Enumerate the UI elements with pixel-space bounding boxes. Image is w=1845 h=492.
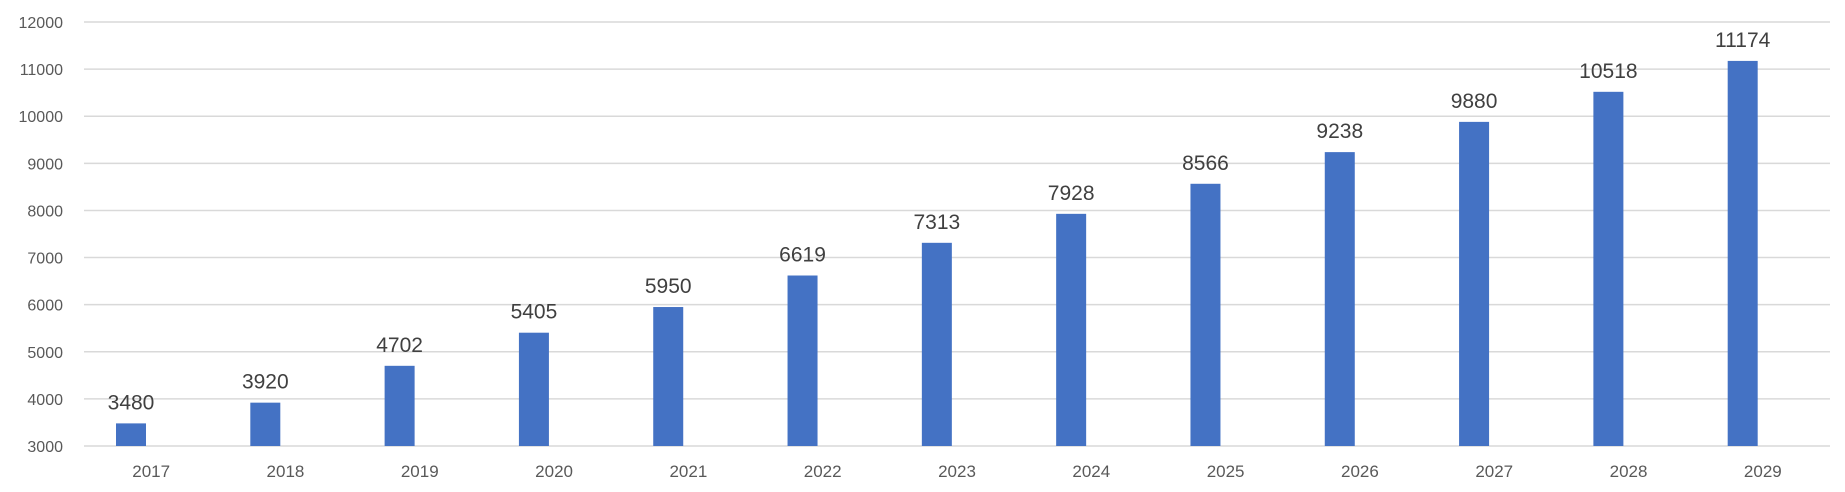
x-tick-label: 2026 [1341,462,1379,481]
bar [518,332,549,446]
data-label: 7313 [913,211,960,234]
y-tick-label: 10000 [19,109,64,126]
data-label: 6619 [779,244,826,267]
bar [653,307,684,446]
x-tick-label: 2028 [1610,462,1648,481]
bar [1190,183,1221,447]
x-tick-label: 2021 [669,462,707,481]
x-axis-ticks: 2017 2018 2019 2020 2021 2022 2023 2024 2025 2026… [132,462,1782,481]
y-tick-label: 4000 [27,392,63,409]
data-label: 7928 [1048,182,1095,205]
y-tick-label: 7000 [27,251,63,268]
gridlines [84,21,1830,447]
x-tick-label: 2020 [535,462,573,481]
data-label: 8566 [1182,152,1229,175]
bar [1727,60,1758,446]
y-tick-label: 6000 [27,298,63,315]
bar [1593,91,1624,446]
data-label: 3920 [242,371,289,394]
x-tick-label: 2019 [401,462,439,481]
bar [1056,213,1087,446]
bars [116,60,1758,447]
data-label: 9880 [1451,90,1498,113]
y-tick-label: 8000 [27,203,63,220]
bar [116,423,146,446]
data-label: 5950 [645,275,692,298]
data-label: 9238 [1316,120,1363,143]
data-label: 5405 [511,301,558,324]
data-label: 10518 [1579,60,1637,83]
x-tick-label: 2017 [132,462,170,481]
y-tick-label: 5000 [27,345,63,362]
x-tick-label: 2027 [1475,462,1513,481]
x-tick-label: 2024 [1072,462,1110,481]
y-tick-label: 12000 [19,15,64,32]
y-tick-label: 9000 [27,156,63,173]
x-tick-label: 2025 [1207,462,1245,481]
data-labels: 3480 3920 4702 5405 5950 6619 7313 7928 8566 9238… [108,29,1771,414]
bar [921,242,952,446]
bar [1459,121,1490,447]
bar [384,365,415,446]
y-tick-label: 11000 [20,62,63,79]
x-tick-label: 2022 [804,462,842,481]
data-label: 3480 [108,391,155,414]
x-tick-label: 2018 [267,462,305,481]
bar [787,275,818,446]
bar [1324,152,1355,446]
data-label: 11174 [1715,29,1771,52]
x-tick-label: 2029 [1744,462,1782,481]
y-tick-label: 3000 [27,439,63,456]
bar [250,402,281,446]
x-tick-label: 2023 [938,462,976,481]
y-axis-ticks: 3000 4000 5000 6000 7000 8000 9000 10000 11000 12… [19,15,64,456]
data-label: 4702 [376,334,423,357]
